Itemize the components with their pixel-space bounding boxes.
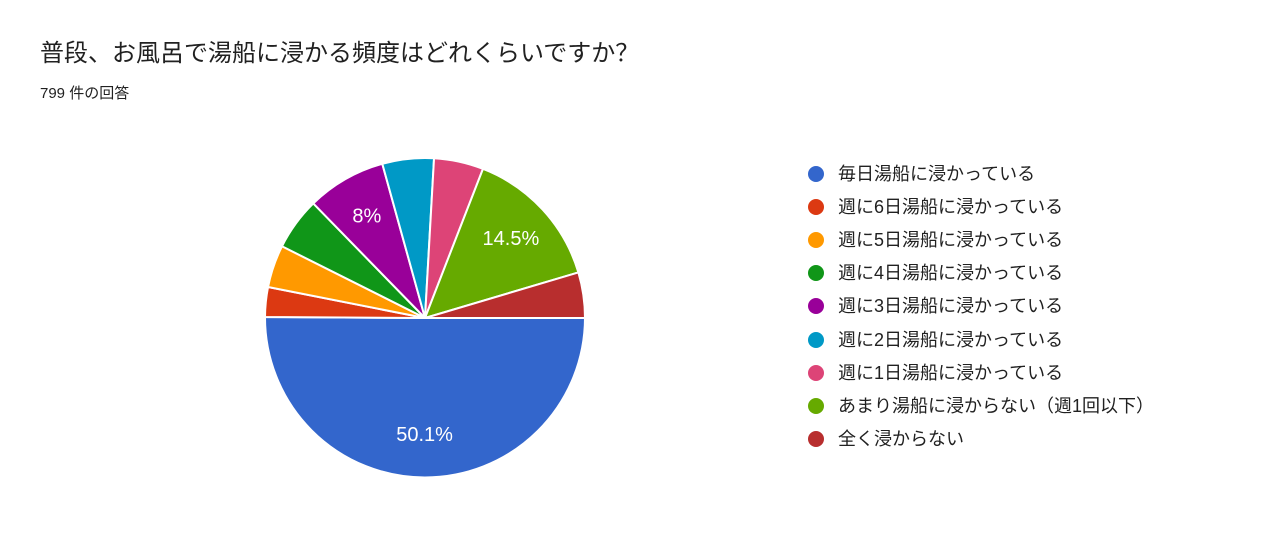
- legend-item-8: あまり湯船に浸からない（週1回以下）: [808, 389, 1154, 422]
- pie-chart: 50.1% 8% 14.5%: [263, 157, 586, 479]
- slice-value-label: 50.1%: [396, 424, 453, 446]
- legend: 毎日湯船に浸かっている週に6日湯船に浸かっている 週に5日湯船に浸かっている 週に4…: [808, 157, 1154, 456]
- legend-item-5: 週に3日湯船に浸かっている: [808, 290, 1154, 323]
- legend-item-7: 週に1日湯船に浸かっている: [808, 356, 1154, 389]
- legend-item-label: 毎日湯船に浸かっている: [838, 163, 1036, 184]
- legend-color-dot: [808, 364, 824, 381]
- legend-item-9: 全く浸からない: [808, 423, 1154, 456]
- legend-color-dot: [808, 165, 824, 182]
- legend-item-label: 週に1日湯船に浸かっている: [838, 362, 1064, 383]
- legend-color-dot: [808, 331, 824, 348]
- pie-slice-9[interactable]: [424, 271, 586, 319]
- legend-color-dot: [808, 397, 824, 414]
- legend-item-2: 週に6日湯船に浸かっている: [808, 190, 1154, 223]
- legend-item-label: 週に5日湯船に浸かっている: [838, 229, 1064, 250]
- legend-color-dot: [808, 265, 824, 282]
- legend-item-6: 週に2日湯船に浸かっている: [808, 323, 1154, 356]
- chart-title: 普段、お風呂で湯船に浸かる頻度はどれくらいですか？: [40, 40, 640, 67]
- legend-item-label: 週に2日湯船に浸かっている: [838, 329, 1064, 350]
- legend-color-dot: [808, 231, 824, 248]
- legend-item-label: 全く浸からない: [838, 429, 964, 450]
- legend-item-label: 週に3日湯船に浸かっている: [838, 296, 1064, 317]
- legend-item-4: 週に4日湯船に浸かっている: [808, 257, 1154, 290]
- pie-slice-1[interactable]: [263, 315, 586, 479]
- legend-color-dot: [808, 298, 824, 315]
- legend-item-label: あまり湯船に浸からない（週1回以下）: [838, 395, 1155, 416]
- slice-value-label: 14.5%: [483, 228, 540, 250]
- response-count: 799 件の回答: [40, 85, 130, 102]
- legend-item-1: 毎日湯船に浸かっている: [808, 157, 1154, 190]
- legend-item-3: 週に5日湯船に浸かっている: [808, 223, 1154, 256]
- legend-item-label: 週に4日湯船に浸かっている: [838, 263, 1064, 284]
- pie-slice-8[interactable]: [424, 167, 580, 319]
- legend-item-label: 週に6日湯船に浸かっている: [838, 196, 1064, 217]
- legend-color-dot: [808, 431, 824, 448]
- slice-value-label: 8%: [352, 206, 381, 228]
- legend-color-dot: [808, 198, 824, 215]
